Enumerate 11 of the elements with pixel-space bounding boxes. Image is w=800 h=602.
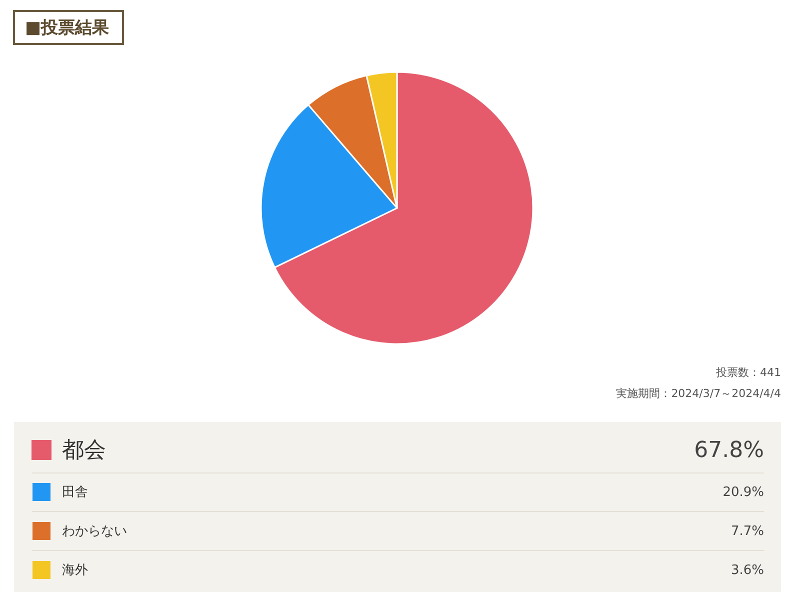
chart-title: ■投票結果 (25, 18, 110, 38)
legend-label: 海外 (62, 563, 88, 578)
data-label: 20.9% (722, 485, 764, 500)
legend-label: 都会 (62, 438, 106, 463)
legend-label: わからない (62, 524, 127, 539)
text: 実施期間：2024/3/7～2024/4/4 (616, 387, 781, 400)
legend-label: 田舎 (62, 485, 88, 500)
data-label: 7.7% (730, 524, 764, 539)
text: 投票数：441 (715, 366, 781, 379)
data-label: 67.8% (694, 438, 764, 463)
data-label: 3.6% (730, 563, 764, 578)
